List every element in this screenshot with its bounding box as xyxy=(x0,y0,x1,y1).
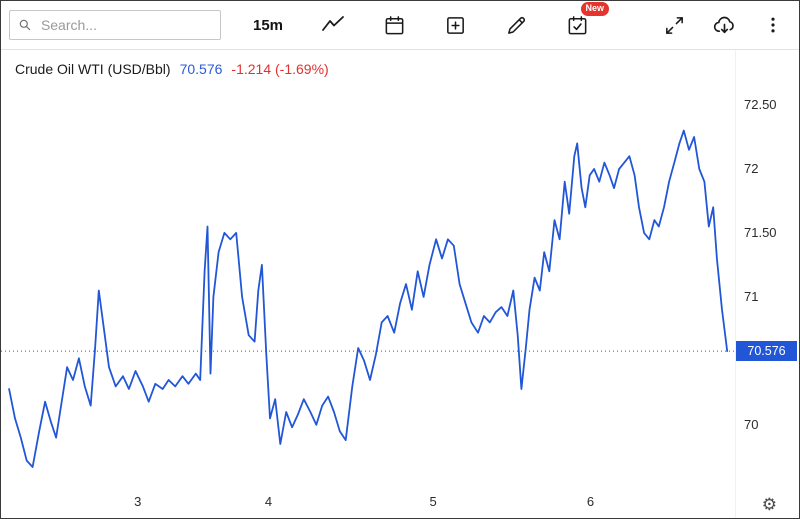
settings-gear-icon[interactable]: ⚙ xyxy=(761,495,777,515)
calendar-check-icon xyxy=(568,15,587,34)
interval-button[interactable]: 15m xyxy=(253,16,284,34)
price-axis[interactable]: 70.576 72.50 72 71.50 71 70 xyxy=(735,50,799,518)
save-cloud-button[interactable] xyxy=(710,11,739,40)
calendar-icon xyxy=(385,15,404,34)
kebab-menu-icon xyxy=(771,17,775,33)
y-axis-label: 72.50 xyxy=(744,97,777,112)
cloud-download-icon xyxy=(713,16,734,33)
fullscreen-expand-icon xyxy=(666,16,683,34)
top-toolbar: 15m xyxy=(1,1,799,50)
search-box[interactable] xyxy=(9,10,221,40)
search-input[interactable] xyxy=(38,16,212,34)
line-chart-icon xyxy=(322,16,344,31)
x-axis-label: 3 xyxy=(134,494,142,509)
y-axis-label: 70 xyxy=(744,416,759,432)
price-chart[interactable] xyxy=(1,50,736,490)
search-icon xyxy=(19,19,31,31)
symbol-change: -1.214 (-1.69%) xyxy=(231,61,329,77)
plus-square-icon xyxy=(447,16,464,34)
time-axis[interactable]: 3 4 5 6 xyxy=(1,488,736,518)
fullscreen-button[interactable] xyxy=(661,12,688,39)
y-axis-label: 71 xyxy=(744,288,759,304)
x-axis-label: 4 xyxy=(264,494,273,509)
chart-style-button[interactable] xyxy=(319,11,347,39)
add-indicator-button[interactable] xyxy=(442,12,469,39)
toolbar-right-group xyxy=(661,11,785,40)
chart-area[interactable]: Crude Oil WTI (USD/Bbl) 70.576 -1.214 (-… xyxy=(1,50,799,518)
x-axis-label: 6 xyxy=(586,494,595,509)
pencil-icon xyxy=(508,16,526,34)
calendar-button[interactable] xyxy=(381,12,408,39)
more-options-button[interactable] xyxy=(761,12,785,38)
toolbar-left-group: 15m xyxy=(251,1,610,39)
price-series-line xyxy=(8,129,729,468)
x-axis-label: 5 xyxy=(429,494,437,509)
y-axis-label: 72 xyxy=(744,160,759,176)
symbol-header: Crude Oil WTI (USD/Bbl) 70.576 -1.214 (-… xyxy=(15,61,329,77)
events-calendar-button[interactable]: New xyxy=(564,1,610,39)
current-price-badge: 70.576 xyxy=(736,341,797,362)
symbol-title[interactable]: Crude Oil WTI (USD/Bbl) xyxy=(15,61,171,77)
y-axis-label: 71.50 xyxy=(744,224,777,240)
new-feature-badge: New xyxy=(580,1,610,16)
draw-button[interactable] xyxy=(503,12,530,39)
symbol-last-price: 70.576 xyxy=(179,61,223,77)
